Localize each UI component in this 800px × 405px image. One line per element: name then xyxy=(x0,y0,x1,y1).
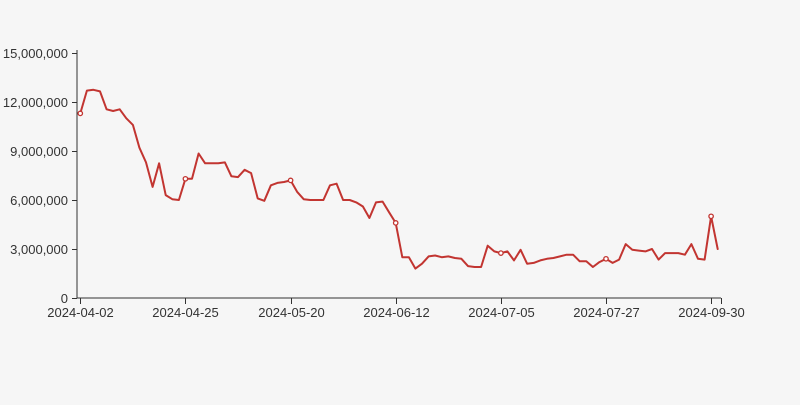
data-point-marker xyxy=(603,255,609,262)
y-tick-label: 15,000,000 xyxy=(3,46,68,61)
data-point-marker xyxy=(287,177,294,184)
data-point-marker xyxy=(708,213,714,220)
y-tick-label: 12,000,000 xyxy=(3,95,68,110)
data-point-marker xyxy=(498,250,504,256)
x-tick-label: 2024-09-30 xyxy=(678,305,745,320)
y-tick-label: 9,000,000 xyxy=(10,144,68,159)
series-line xyxy=(79,88,719,270)
x-tick-label: 2024-07-05 xyxy=(468,305,535,320)
data-point-marker xyxy=(182,175,189,182)
data-point-marker xyxy=(77,110,84,117)
data-point-marker xyxy=(392,220,399,226)
x-tick-label: 2024-04-25 xyxy=(152,305,219,320)
x-tick-label: 2024-07-27 xyxy=(573,305,640,320)
x-tick-label: 2024-05-20 xyxy=(258,305,325,320)
y-tick-label: 6,000,000 xyxy=(10,193,68,208)
x-tick-label: 2024-06-12 xyxy=(363,305,430,320)
x-tick-label: 2024-04-02 xyxy=(47,305,114,320)
y-tick-label: 3,000,000 xyxy=(10,242,68,257)
y-tick-label: 0 xyxy=(61,291,68,306)
